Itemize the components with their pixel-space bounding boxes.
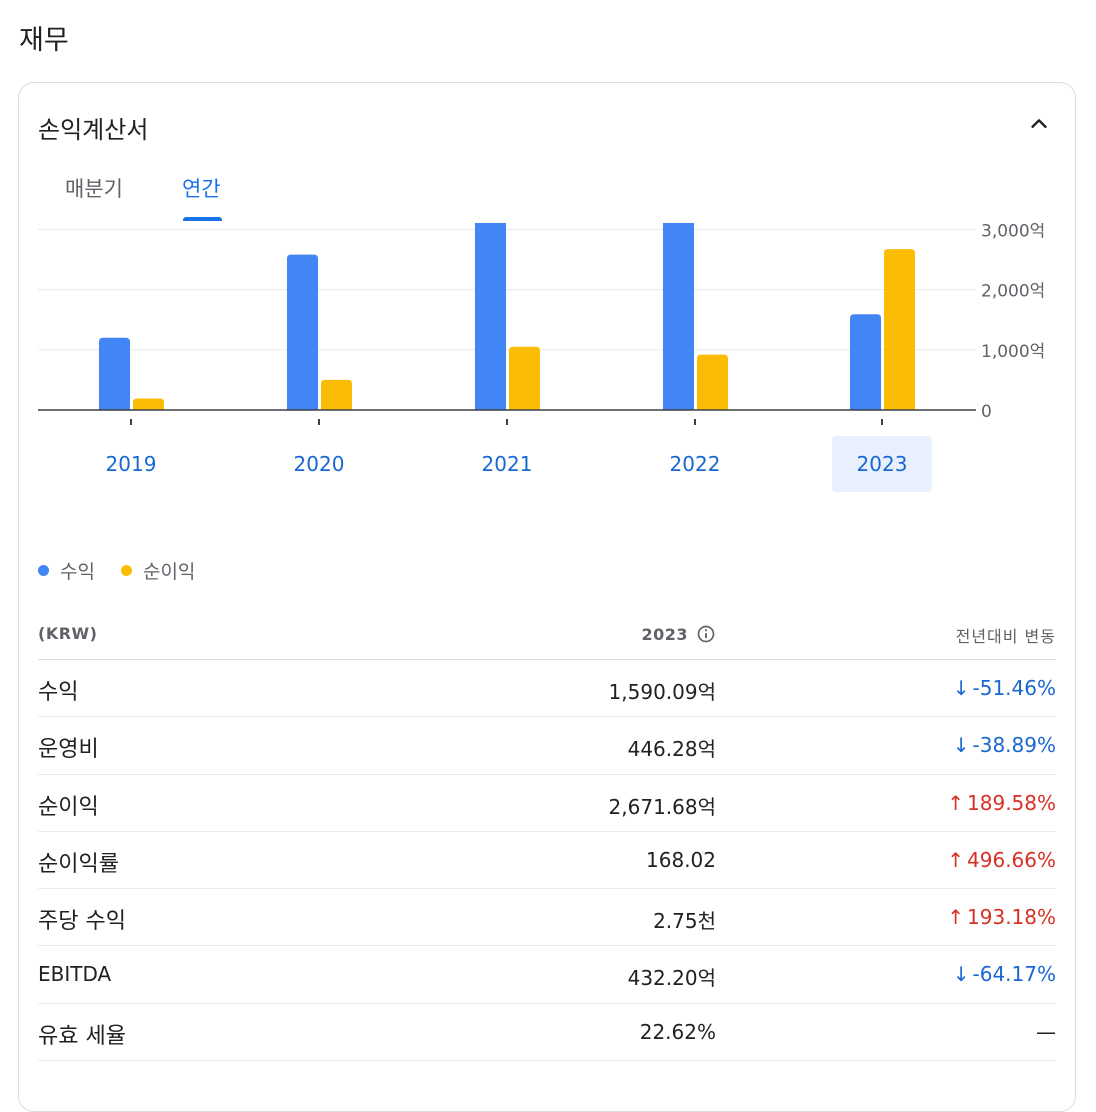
table-header: (KRW) 2023 전년대비 변동 — [38, 605, 1056, 660]
table-row: 주당 수익 2.75천 ↑ 193.18% — [38, 889, 1056, 947]
arrow-down-icon: ↓ — [952, 733, 970, 758]
row-label: 운영비 — [38, 737, 99, 763]
period-header: 2023 — [641, 624, 716, 644]
table-row: 순이익률 168.02 ↑ 496.66% — [38, 832, 1056, 890]
year-label-2022[interactable]: 2022 — [670, 452, 721, 476]
bar-revenue — [663, 223, 694, 410]
arrow-up-icon: ↑ — [947, 905, 965, 930]
table-row: 유효 세율 22.62% — — [38, 1004, 1056, 1062]
row-change: — — [1033, 1020, 1056, 1044]
arrow-down-icon: ↓ — [952, 676, 970, 700]
row-label: 순이익률 — [38, 851, 119, 877]
row-value: 2,671.68억 — [608, 794, 716, 819]
arrow-up-icon: ↑ — [947, 847, 965, 872]
bar-net-income — [697, 354, 728, 410]
row-value: 168.02 — [646, 847, 716, 872]
year-label-2021[interactable]: 2021 — [482, 452, 533, 476]
row-value: 22.62% — [639, 1019, 716, 1044]
table-row: 순이익 2,671.68억 ↑ 189.58% — [38, 775, 1056, 832]
tab-annual[interactable]: 연간 — [182, 177, 221, 201]
y-tick-label: 0 — [981, 402, 992, 422]
legend-label-net-income: 순이익 — [142, 561, 196, 583]
legend-item-revenue: 수익 — [38, 557, 95, 584]
currency-label: (KRW) — [38, 624, 98, 643]
legend-label-revenue: 수익 — [60, 561, 95, 583]
active-tab-indicator — [183, 217, 222, 221]
financial-table: (KRW) 2023 전년대비 변동 수익 1,590.09억 ↓ -51.46% 운영… — [38, 605, 1056, 1062]
row-change-value: -64.17% — [972, 962, 1056, 987]
row-label: EBITDA — [38, 962, 112, 987]
bar-net-income — [884, 249, 915, 410]
row-change: ↓ -38.89% — [953, 733, 1056, 757]
row-value: 446.28억 — [627, 737, 716, 762]
row-value: 432.20억 — [627, 966, 716, 991]
bar-revenue — [850, 314, 881, 410]
arrow-up-icon: ↑ — [947, 790, 965, 815]
row-change-value: 496.66% — [967, 847, 1056, 872]
row-change-value: — — [1036, 1019, 1056, 1044]
bar-net-income — [321, 379, 352, 410]
row-change: ↑ 193.18% — [947, 905, 1056, 929]
card-title: 손익계산서 — [38, 116, 149, 144]
year-label-2023[interactable]: 2023 — [857, 452, 908, 476]
row-change: ↓ -51.46% — [953, 676, 1056, 700]
income-statement-card: 손익계산서 매분기 연간 0 1,000억 2,000억 3,000억 2019 2020… — [18, 82, 1076, 1112]
row-label: 유효 세율 — [38, 1023, 126, 1049]
row-change: ↑ 189.58% — [947, 791, 1056, 815]
row-value: 2.75천 — [653, 909, 716, 934]
chevron-up-icon — [1031, 119, 1047, 128]
legend-dot-revenue — [38, 565, 49, 576]
legend-item-net-income: 순이익 — [120, 557, 196, 584]
bar-net-income — [133, 398, 164, 410]
year-label-2020[interactable]: 2020 — [294, 452, 345, 476]
table-row: 수익 1,590.09억 ↓ -51.46% — [38, 660, 1056, 718]
row-change: ↑ 496.66% — [947, 848, 1056, 872]
bar-revenue — [475, 223, 506, 410]
row-change-value: -38.89% — [972, 733, 1056, 758]
year-label-2019[interactable]: 2019 — [106, 452, 157, 476]
table-body: 수익 1,590.09억 ↓ -51.46% 운영비 446.28억 ↓ -38.89% 순이익… — [38, 660, 1056, 1062]
period-label: 2023 — [641, 624, 688, 644]
info-icon[interactable] — [696, 624, 716, 644]
change-header: 전년대비 변동 — [955, 627, 1056, 646]
income-chart: 0 1,000억 2,000억 3,000억 2019 2020 2021 2022 2023 — [38, 223, 1045, 492]
row-change-value: 189.58% — [967, 790, 1056, 815]
arrow-down-icon: ↓ — [952, 962, 970, 987]
row-change-value: 193.18% — [967, 905, 1056, 930]
row-change: ↓ -64.17% — [953, 962, 1056, 986]
row-label: 수익 — [38, 680, 79, 705]
bar-revenue — [99, 337, 130, 410]
y-tick-label: 3,000억 — [981, 223, 1045, 241]
collapse-button[interactable] — [1022, 107, 1056, 141]
table-row: 운영비 446.28억 ↓ -38.89% — [38, 717, 1056, 775]
tab-quarterly[interactable]: 매분기 — [65, 177, 123, 201]
y-tick-label: 1,000억 — [981, 342, 1045, 362]
y-tick-label: 2,000억 — [981, 282, 1045, 302]
page-title: 재무 — [19, 25, 69, 56]
row-change-value: -51.46% — [972, 676, 1056, 700]
row-label: 순이익 — [38, 794, 99, 820]
bar-net-income — [509, 346, 540, 410]
row-value: 1,590.09억 — [608, 680, 716, 704]
selected-year-highlight — [832, 436, 932, 492]
table-row: EBITDA 432.20억 ↓ -64.17% — [38, 946, 1056, 1004]
row-label: 주당 수익 — [38, 909, 126, 935]
chart-legend: 수익 순이익 — [38, 557, 221, 584]
legend-dot-net-income — [120, 565, 132, 576]
bar-revenue — [287, 254, 318, 410]
